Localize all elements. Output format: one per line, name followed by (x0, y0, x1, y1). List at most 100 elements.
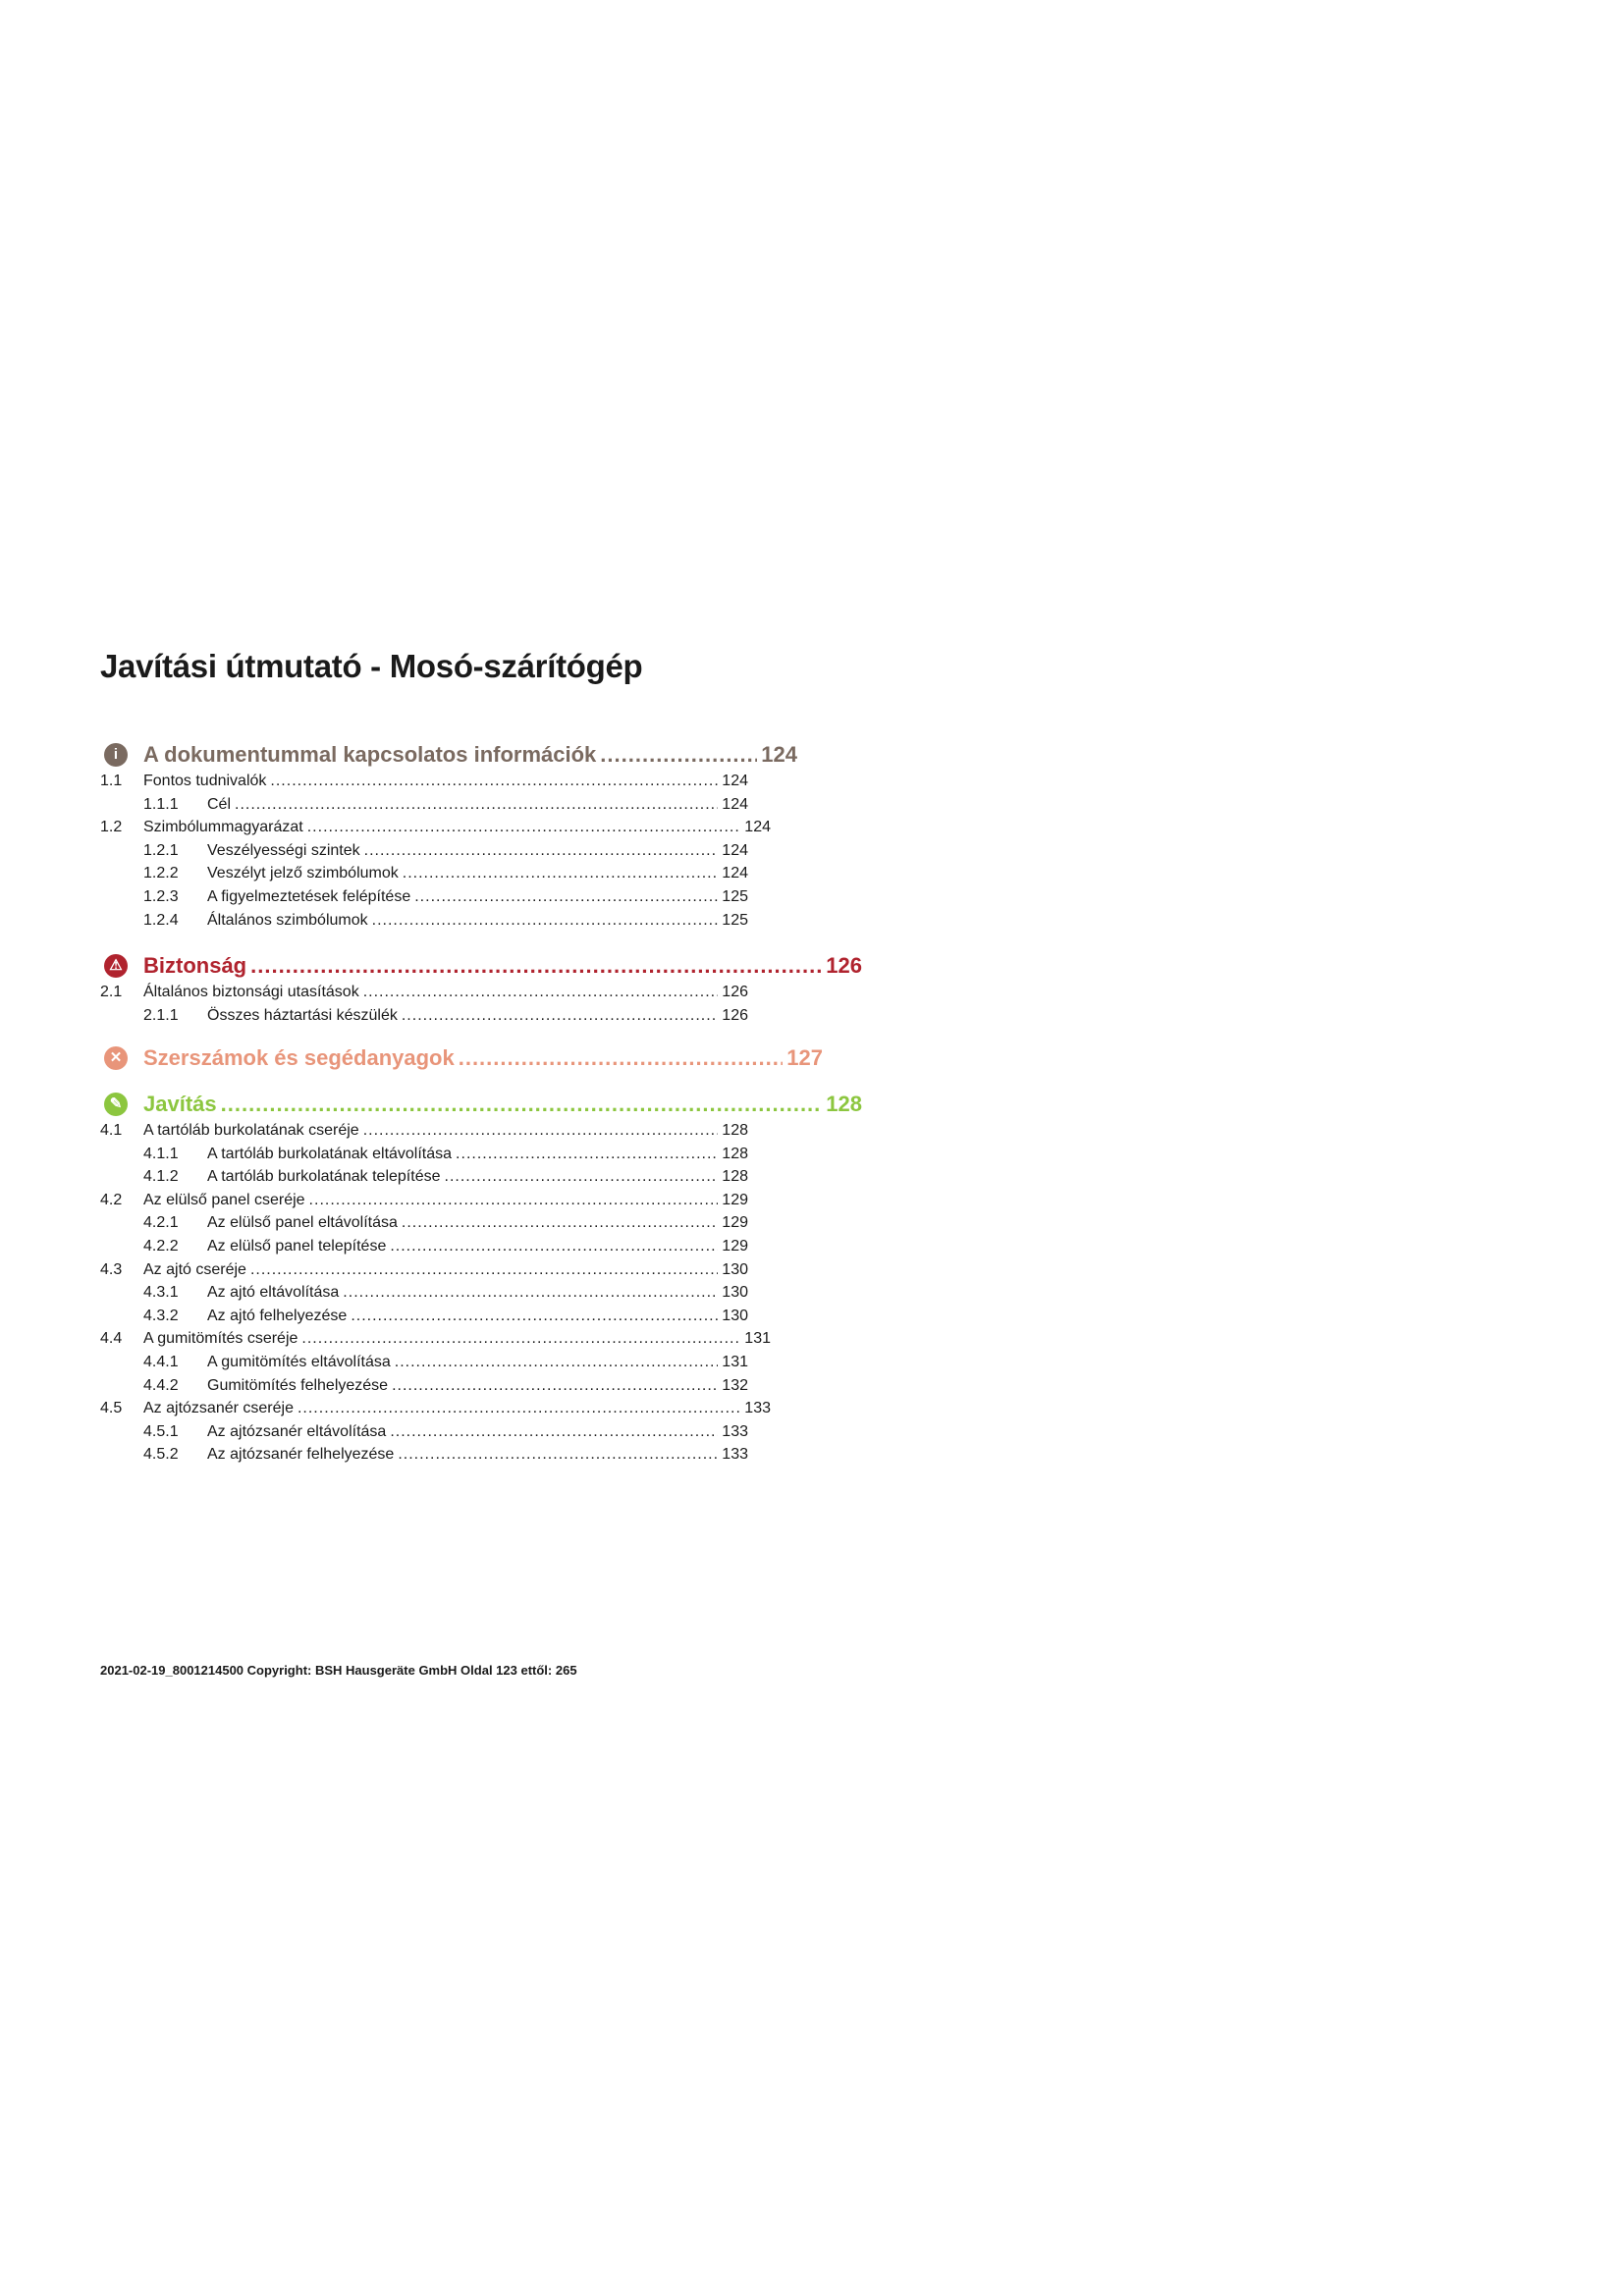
page-number: 124 (722, 841, 748, 859)
entry-title: Az ajtózsanér felhelyezése (207, 1446, 395, 1464)
entry-title: A figyelmeztetések felépítése (207, 888, 411, 905)
toc-entry[interactable]: 4.4.1 A gumitömítés eltávolítása 131 (143, 1351, 748, 1374)
page-number: 124 (761, 742, 797, 767)
entry-number: 4.3.1 (143, 1284, 179, 1302)
section-title: Javítás (143, 1092, 217, 1116)
toc-section-heading[interactable]: i A dokumentummal kapcsolatos információk… (104, 740, 797, 770)
entry-title: Általános szimbólumok (207, 911, 368, 929)
page-number: 125 (722, 888, 748, 905)
dot-leader (351, 1305, 718, 1328)
toc-entry[interactable]: 4.3.1 Az ajtó eltávolítása 130 (143, 1281, 748, 1305)
dot-leader (221, 1090, 823, 1119)
entry-title: Az elülső panel cseréje (143, 1191, 305, 1208)
toc-entry[interactable]: 4.2.1 Az elülső panel eltávolítása 129 (143, 1211, 748, 1235)
toc-entry[interactable]: 4.2.2 Az elülső panel telepítése 129 (143, 1235, 748, 1258)
toc-entry[interactable]: 1.2.1 Veszélyességi szintek 124 (143, 839, 748, 863)
toc-entry[interactable]: 1.2.3 A figyelmeztetések felépítése 125 (143, 885, 748, 909)
dot-leader (270, 770, 718, 793)
page-number: 128 (722, 1122, 748, 1139)
entry-number: 4.1 (100, 1122, 123, 1139)
entry-number: 1.1 (100, 773, 123, 789)
toc-entry[interactable]: 1.2.4 Általános szimbólumok 125 (143, 909, 748, 933)
dot-leader (402, 1211, 718, 1235)
toc-entry[interactable]: 2.1 Általános biztonsági utasítások 126 (100, 981, 748, 1004)
entry-number: 1.2.3 (143, 888, 179, 905)
wrench-icon: ✎ (104, 1093, 128, 1116)
entry-number: 1.2.4 (143, 911, 179, 929)
dot-leader (250, 1258, 718, 1282)
entry-number: 4.3 (100, 1260, 123, 1278)
dot-leader (343, 1281, 718, 1305)
page-number: 125 (722, 911, 748, 929)
dot-leader (301, 1327, 740, 1351)
entry-number: 4.4.1 (143, 1354, 179, 1370)
entry-number: 4.4 (100, 1330, 123, 1348)
entry-title: Az ajtó cseréje (143, 1260, 246, 1278)
entry-title: Az elülső panel eltávolítása (207, 1214, 398, 1232)
page-number: 130 (722, 1260, 748, 1278)
entry-title: Összes háztartási készülék (207, 1006, 398, 1024)
page-number: 124 (744, 819, 771, 836)
entry-title: A tartóláb burkolatának cseréje (143, 1122, 359, 1139)
toc-entry[interactable]: 4.4 A gumitömítés cseréje 131 (100, 1327, 771, 1351)
entry-title: Fontos tudnivalók (143, 773, 267, 789)
entry-title: Veszélyt jelző szimbólumok (207, 865, 399, 882)
dot-leader (456, 1143, 718, 1166)
entry-number: 4.1.2 (143, 1168, 179, 1186)
page-number: 124 (722, 865, 748, 882)
page-number: 132 (722, 1376, 748, 1394)
entry-number: 1.2 (100, 819, 123, 836)
page-number: 133 (744, 1400, 771, 1417)
toc-entry[interactable]: 2.1.1 Összes háztartási készülék 126 (143, 1004, 748, 1028)
toc-section-heading[interactable]: ⚠ Biztonság 126 (104, 951, 862, 981)
toc-section-heading[interactable]: ✕ Szerszámok és segédanyagok 127 (104, 1043, 823, 1073)
toc-entry[interactable]: 4.4.2 Gumitömítés felhelyezése 132 (143, 1374, 748, 1398)
toc-entry[interactable]: 4.1 A tartóláb burkolatának cseréje 128 (100, 1119, 748, 1143)
dot-leader (403, 862, 719, 885)
toc-section-heading[interactable]: ✎ Javítás 128 (104, 1090, 862, 1119)
dot-leader (235, 793, 718, 817)
entry-number: 4.3.2 (143, 1307, 179, 1324)
toc-entry[interactable]: 1.2.2 Veszélyt jelző szimbólumok 124 (143, 862, 748, 885)
entry-number: 4.4.2 (143, 1376, 179, 1394)
toc-entry[interactable]: 1.1 Fontos tudnivalók 124 (100, 770, 748, 793)
page-number: 126 (826, 953, 862, 978)
dot-leader (390, 1420, 718, 1444)
warning-triangle-icon: ⚠ (104, 954, 128, 978)
dot-leader (395, 1351, 719, 1374)
toc-entry[interactable]: 1.1.1 Cél 124 (143, 793, 748, 817)
page-number: 126 (722, 984, 748, 1000)
toc-entry[interactable]: 4.3 Az ajtó cseréje 130 (100, 1258, 748, 1282)
entry-title: Cél (207, 795, 232, 813)
page-number: 124 (722, 773, 748, 789)
page-number: 130 (722, 1307, 748, 1324)
toc-entry[interactable]: 4.5.1 Az ajtózsanér eltávolítása 133 (143, 1420, 748, 1444)
entry-title: A gumitömítés eltávolítása (207, 1354, 391, 1370)
page-number: 127 (786, 1045, 823, 1070)
dot-leader (390, 1235, 718, 1258)
page-number: 124 (722, 795, 748, 813)
entry-title: A tartóláb burkolatának telepítése (207, 1168, 441, 1186)
entry-title: Gumitömítés felhelyezése (207, 1376, 389, 1394)
dot-leader (445, 1165, 719, 1189)
toc-entry[interactable]: 1.2 Szimbólummagyarázat 124 (100, 816, 771, 839)
dot-leader (363, 981, 719, 1004)
entry-number: 4.2 (100, 1191, 123, 1208)
page-title: Javítási útmutató - Mosó-szárítógép (100, 648, 643, 684)
dot-leader (307, 816, 741, 839)
toc-entry[interactable]: 4.5.2 Az ajtózsanér felhelyezése 133 (143, 1443, 748, 1467)
toc-entry[interactable]: 4.1.1 A tartóláb burkolatának eltávolítás… (143, 1143, 748, 1166)
entry-number: 1.2.2 (143, 865, 179, 882)
page-number: 129 (722, 1191, 748, 1208)
toc-entry[interactable]: 4.3.2 Az ajtó felhelyezése 130 (143, 1305, 748, 1328)
dot-leader (250, 951, 822, 981)
entry-title: Veszélyességi szintek (207, 841, 360, 859)
toc-entry[interactable]: 4.5 Az ajtózsanér cseréje 133 (100, 1397, 771, 1420)
entry-number: 4.2.2 (143, 1238, 179, 1255)
dot-leader (459, 1043, 784, 1073)
toc-entry[interactable]: 4.1.2 A tartóláb burkolatának telepítése 1… (143, 1165, 748, 1189)
entry-title: A gumitömítés cseréje (143, 1330, 298, 1348)
dot-leader (364, 839, 719, 863)
page-number: 126 (722, 1006, 748, 1024)
toc-entry[interactable]: 4.2 Az elülső panel cseréje 129 (100, 1189, 748, 1212)
